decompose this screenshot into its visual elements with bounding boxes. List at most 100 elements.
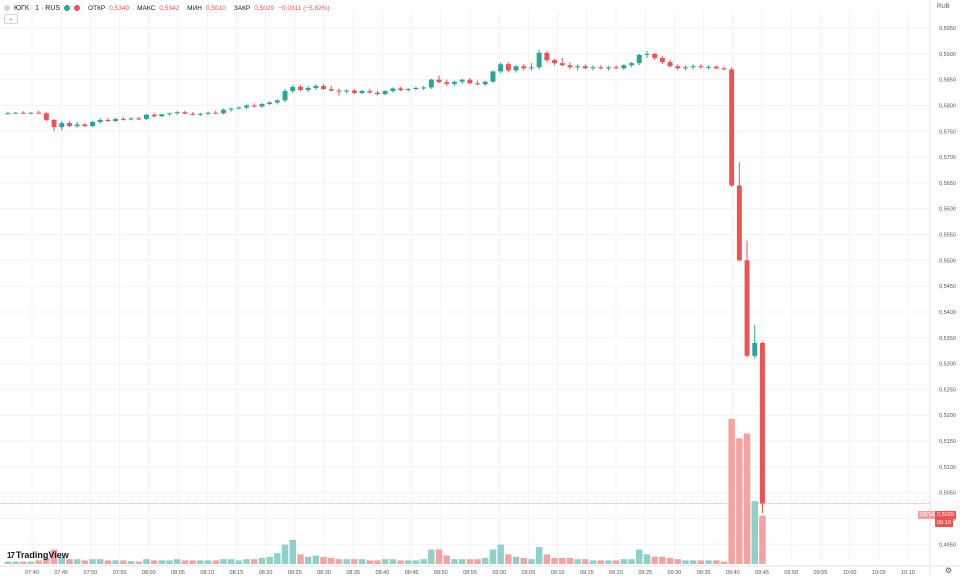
volume-bar bbox=[366, 560, 373, 564]
candle-body bbox=[259, 103, 265, 107]
x-tick-label: 08:30 bbox=[317, 570, 331, 576]
symbol-label[interactable]: ЮГК · 1 · RUS bbox=[14, 4, 61, 12]
volume-bar bbox=[636, 549, 643, 564]
candle-body bbox=[282, 91, 288, 101]
volume-bar bbox=[127, 561, 135, 564]
y-tick-label: 0,5600 bbox=[939, 207, 956, 213]
candle-body bbox=[713, 66, 719, 69]
candle-body bbox=[321, 85, 327, 89]
y-tick-label: 0,5700 bbox=[939, 155, 956, 161]
candle-body bbox=[97, 119, 103, 123]
candle-body bbox=[505, 64, 511, 71]
candle-body bbox=[290, 86, 296, 92]
volume-bar bbox=[50, 549, 58, 564]
candle-body bbox=[490, 71, 496, 82]
candle-body bbox=[174, 112, 180, 114]
volume-bar bbox=[89, 559, 96, 564]
volume-bar bbox=[343, 559, 350, 564]
candle-body bbox=[413, 87, 419, 89]
x-tick-label: 10:00 bbox=[843, 570, 857, 576]
volume-bar bbox=[181, 560, 189, 564]
volume-bar bbox=[466, 559, 474, 564]
volume-bar bbox=[251, 559, 258, 564]
volume-bar bbox=[574, 559, 581, 564]
candle-body bbox=[59, 123, 65, 128]
volume-bar bbox=[582, 559, 589, 564]
x-tick-label: 09:00 bbox=[492, 570, 506, 576]
volume-bar bbox=[489, 549, 497, 564]
candle-body bbox=[451, 81, 457, 84]
volume-bar bbox=[212, 560, 219, 564]
x-tick-label: 08:50 bbox=[434, 570, 448, 576]
currency-label[interactable]: RUB bbox=[937, 4, 950, 10]
candle-body bbox=[267, 102, 273, 104]
y-tick-label: 0,5200 bbox=[939, 413, 956, 419]
candle-body bbox=[759, 342, 765, 504]
brand-name: TradingView bbox=[15, 550, 69, 560]
candle-body bbox=[90, 122, 96, 127]
candle-body bbox=[644, 53, 650, 55]
y-tick-label: 0,5400 bbox=[939, 310, 956, 316]
candle-body bbox=[444, 82, 450, 84]
candle-body bbox=[544, 52, 550, 61]
volume-bar bbox=[682, 560, 689, 564]
y-tick-label: 0,5750 bbox=[939, 129, 956, 135]
candle-body bbox=[367, 91, 373, 93]
open-label: ОТКР bbox=[88, 4, 106, 12]
x-tick-label: 07:50 bbox=[84, 570, 98, 576]
tradingview-logo[interactable]: 17 TradingView bbox=[7, 550, 69, 560]
x-tick-label: 09:30 bbox=[668, 570, 682, 576]
volume-bar bbox=[66, 559, 73, 564]
candle-body bbox=[182, 112, 188, 114]
gear-icon[interactable]: ⚙ bbox=[945, 566, 953, 575]
candle-body bbox=[436, 79, 442, 83]
volume-bar bbox=[389, 559, 397, 564]
candle-body bbox=[636, 54, 642, 64]
candle-body bbox=[236, 107, 242, 109]
candle-body bbox=[143, 114, 149, 119]
x-tick-label: 09:05 bbox=[522, 570, 536, 576]
candle-body bbox=[605, 67, 611, 69]
volume-bar bbox=[512, 556, 520, 564]
candle-body bbox=[336, 90, 342, 92]
volume-bar bbox=[335, 559, 343, 564]
candle-body bbox=[736, 185, 742, 261]
candle-body bbox=[421, 87, 427, 89]
volume-bar bbox=[543, 554, 551, 564]
volume-bar bbox=[351, 559, 358, 564]
volume-bar bbox=[420, 559, 427, 564]
last-time-tag: 00:10 bbox=[935, 519, 953, 527]
candle-body bbox=[390, 88, 396, 92]
high-label: МАКС bbox=[137, 4, 156, 12]
volume-bar bbox=[451, 559, 458, 564]
last-price-tag: 0,5029 bbox=[935, 511, 956, 519]
volume-bar bbox=[97, 559, 104, 564]
x-tick-label: 09:35 bbox=[697, 570, 711, 576]
candle-body bbox=[428, 79, 434, 88]
chevron-down-icon[interactable]: ⌄ bbox=[4, 14, 18, 24]
candle-body bbox=[590, 67, 596, 69]
candle-body bbox=[552, 60, 558, 64]
volume-bar bbox=[58, 556, 65, 564]
volume-bar bbox=[659, 556, 666, 564]
volume-bar bbox=[189, 560, 196, 564]
volume-bar bbox=[728, 419, 735, 564]
candle-body bbox=[5, 113, 11, 115]
volume-bar bbox=[258, 557, 266, 564]
candle-body bbox=[405, 88, 411, 91]
candle-body bbox=[220, 109, 226, 114]
candle-body bbox=[629, 63, 635, 66]
volume-bar bbox=[435, 549, 443, 564]
x-tick-label: 08:35 bbox=[346, 570, 360, 576]
volume-bar bbox=[759, 515, 766, 564]
candle-body bbox=[13, 112, 19, 114]
volume-bar bbox=[197, 560, 204, 564]
y-tick-label: 0,5950 bbox=[939, 26, 956, 32]
open-value: 0,5340 bbox=[109, 4, 130, 12]
close-label: ЗАКР bbox=[233, 4, 251, 12]
y-tick-label: 0,5650 bbox=[939, 181, 956, 187]
candle-body bbox=[398, 88, 404, 91]
candle-body bbox=[706, 66, 712, 68]
